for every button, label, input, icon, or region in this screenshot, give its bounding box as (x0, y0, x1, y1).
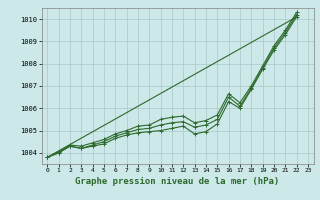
X-axis label: Graphe pression niveau de la mer (hPa): Graphe pression niveau de la mer (hPa) (76, 177, 280, 186)
